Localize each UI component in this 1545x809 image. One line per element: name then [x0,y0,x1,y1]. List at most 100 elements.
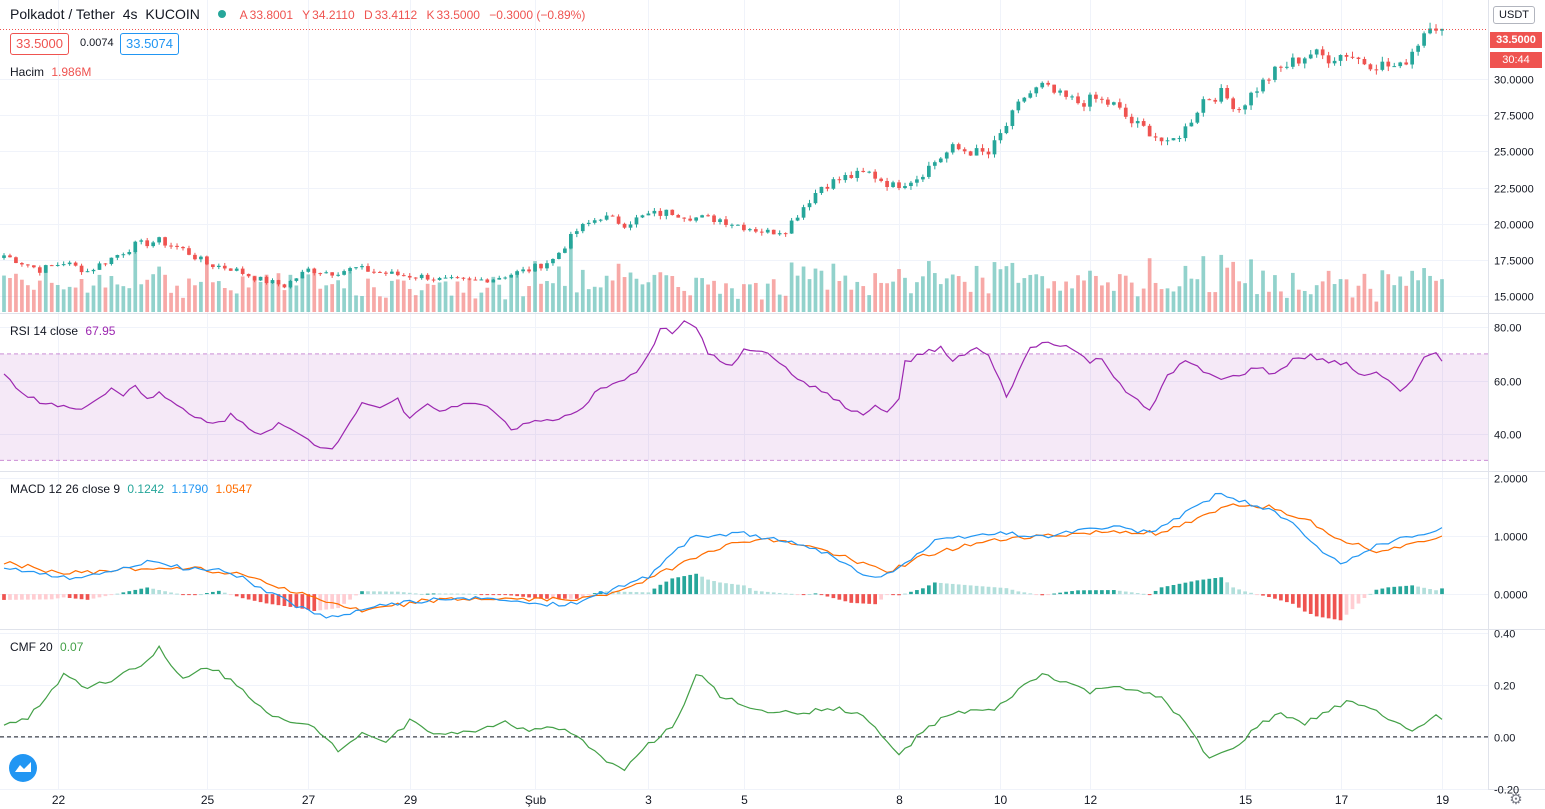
volume-bar [682,290,687,312]
macd-hist-bar [294,594,299,608]
candle-body [1237,109,1241,111]
volume-bar [79,279,84,312]
candle-body [748,229,752,231]
volume-bar [927,261,931,312]
volume-bar [425,283,430,312]
volume-bar [825,289,830,312]
volume-bar [1082,280,1086,312]
x-tick-label: 3 [645,793,652,807]
volume-bar [664,275,669,312]
candle-body [258,276,263,281]
rsi-axis-tick-label: 40.00 [1494,430,1522,442]
volume-bar [861,286,866,312]
macd-hist-bar [795,594,800,596]
volume-bar [1267,291,1271,312]
volume-bar [998,269,1003,312]
volume-bar [1434,280,1438,312]
volume-bar [1153,282,1158,312]
candle-body [521,269,525,272]
candle-body [706,215,710,217]
candle-body [831,179,836,189]
candle-body [1028,93,1033,98]
candle-body [837,179,842,181]
macd-hist-bar [1261,594,1265,596]
macd-hist-bar [616,591,621,595]
candle-body [1290,57,1295,67]
candle-body [425,274,430,280]
macd-hist-bar [1410,585,1415,595]
candle-body [282,284,287,288]
candle-body [944,152,949,159]
candle-body [157,237,161,243]
candle-body [1082,103,1086,107]
volume-bar [938,284,943,312]
macd-hist-bar [378,591,382,595]
macd-hist-bar [312,594,317,611]
macd-hist-bar [181,594,185,596]
candle-body [563,248,567,253]
macd-hist-bar [992,587,997,595]
candle-body [401,275,406,277]
candle-body [527,269,531,272]
candle-body [270,280,275,284]
candle-body [879,178,883,181]
candle-body [479,279,484,281]
settings-gear-icon[interactable]: ⚙ [1509,791,1523,808]
candle-body [395,271,400,276]
macd-hist-bar [1243,591,1247,595]
interval-label[interactable]: 4s [122,6,138,22]
currency-button[interactable]: USDT [1493,6,1535,24]
candle-body [127,252,132,255]
candle-body [1016,101,1021,111]
macd-hist-bar [539,594,543,599]
macd-hist-bar [998,587,1003,595]
candle-body [431,279,436,281]
volume-bar [885,283,889,312]
volume-value: 1.986M [51,65,92,79]
macd-hist-bar [407,592,412,595]
candle-body [897,182,901,189]
volume-bar [318,288,323,312]
bid-price-box[interactable]: 33.5000 [10,33,69,55]
ask-price-box[interactable]: 33.5074 [120,33,179,55]
volume-bar [915,282,919,312]
macd-line [3,492,1443,619]
volume-bar [37,280,42,312]
volume-bar [1308,294,1313,312]
x-tick-label: 12 [1084,793,1098,807]
macd-hist-bar [1159,587,1164,595]
macd-hist-bar [580,594,585,597]
candle-body [252,276,257,281]
macd-hist-bar [736,584,740,595]
volume-bar [294,285,299,312]
volume-bar [1368,288,1373,312]
volume-bar [193,285,197,312]
high-value: 34.2110 [312,8,355,22]
macd-hist-bar [366,591,370,595]
candle-body [1117,102,1122,108]
macd-hist-bar [455,593,460,595]
tradingview-logo-icon[interactable] [9,754,37,782]
macd-hist-bar [109,594,114,596]
macd-hist-bar [1052,593,1057,595]
candle-body [389,271,394,274]
symbol-name[interactable]: Polkadot / Tether [10,6,115,22]
candle-body [1434,28,1438,31]
macd-hist-bar [927,585,931,595]
macd-hist-bar [1213,578,1218,595]
candle-body [1219,87,1224,102]
candle-body [330,272,335,276]
macd-hist-bar [855,594,860,604]
macd-hist-bar [986,586,991,595]
exchange-label: KUCOIN [145,6,200,22]
candle-body [789,220,794,234]
volume-bar [1416,280,1420,312]
candle-body [628,224,633,228]
price-axis-tick-label: 25.0000 [1494,147,1534,159]
candle-body [1308,54,1313,59]
macd-hist-bar [563,594,567,599]
volume-bar [1046,288,1051,312]
macd-hist-bar [694,573,698,595]
volume-bar [187,278,191,312]
